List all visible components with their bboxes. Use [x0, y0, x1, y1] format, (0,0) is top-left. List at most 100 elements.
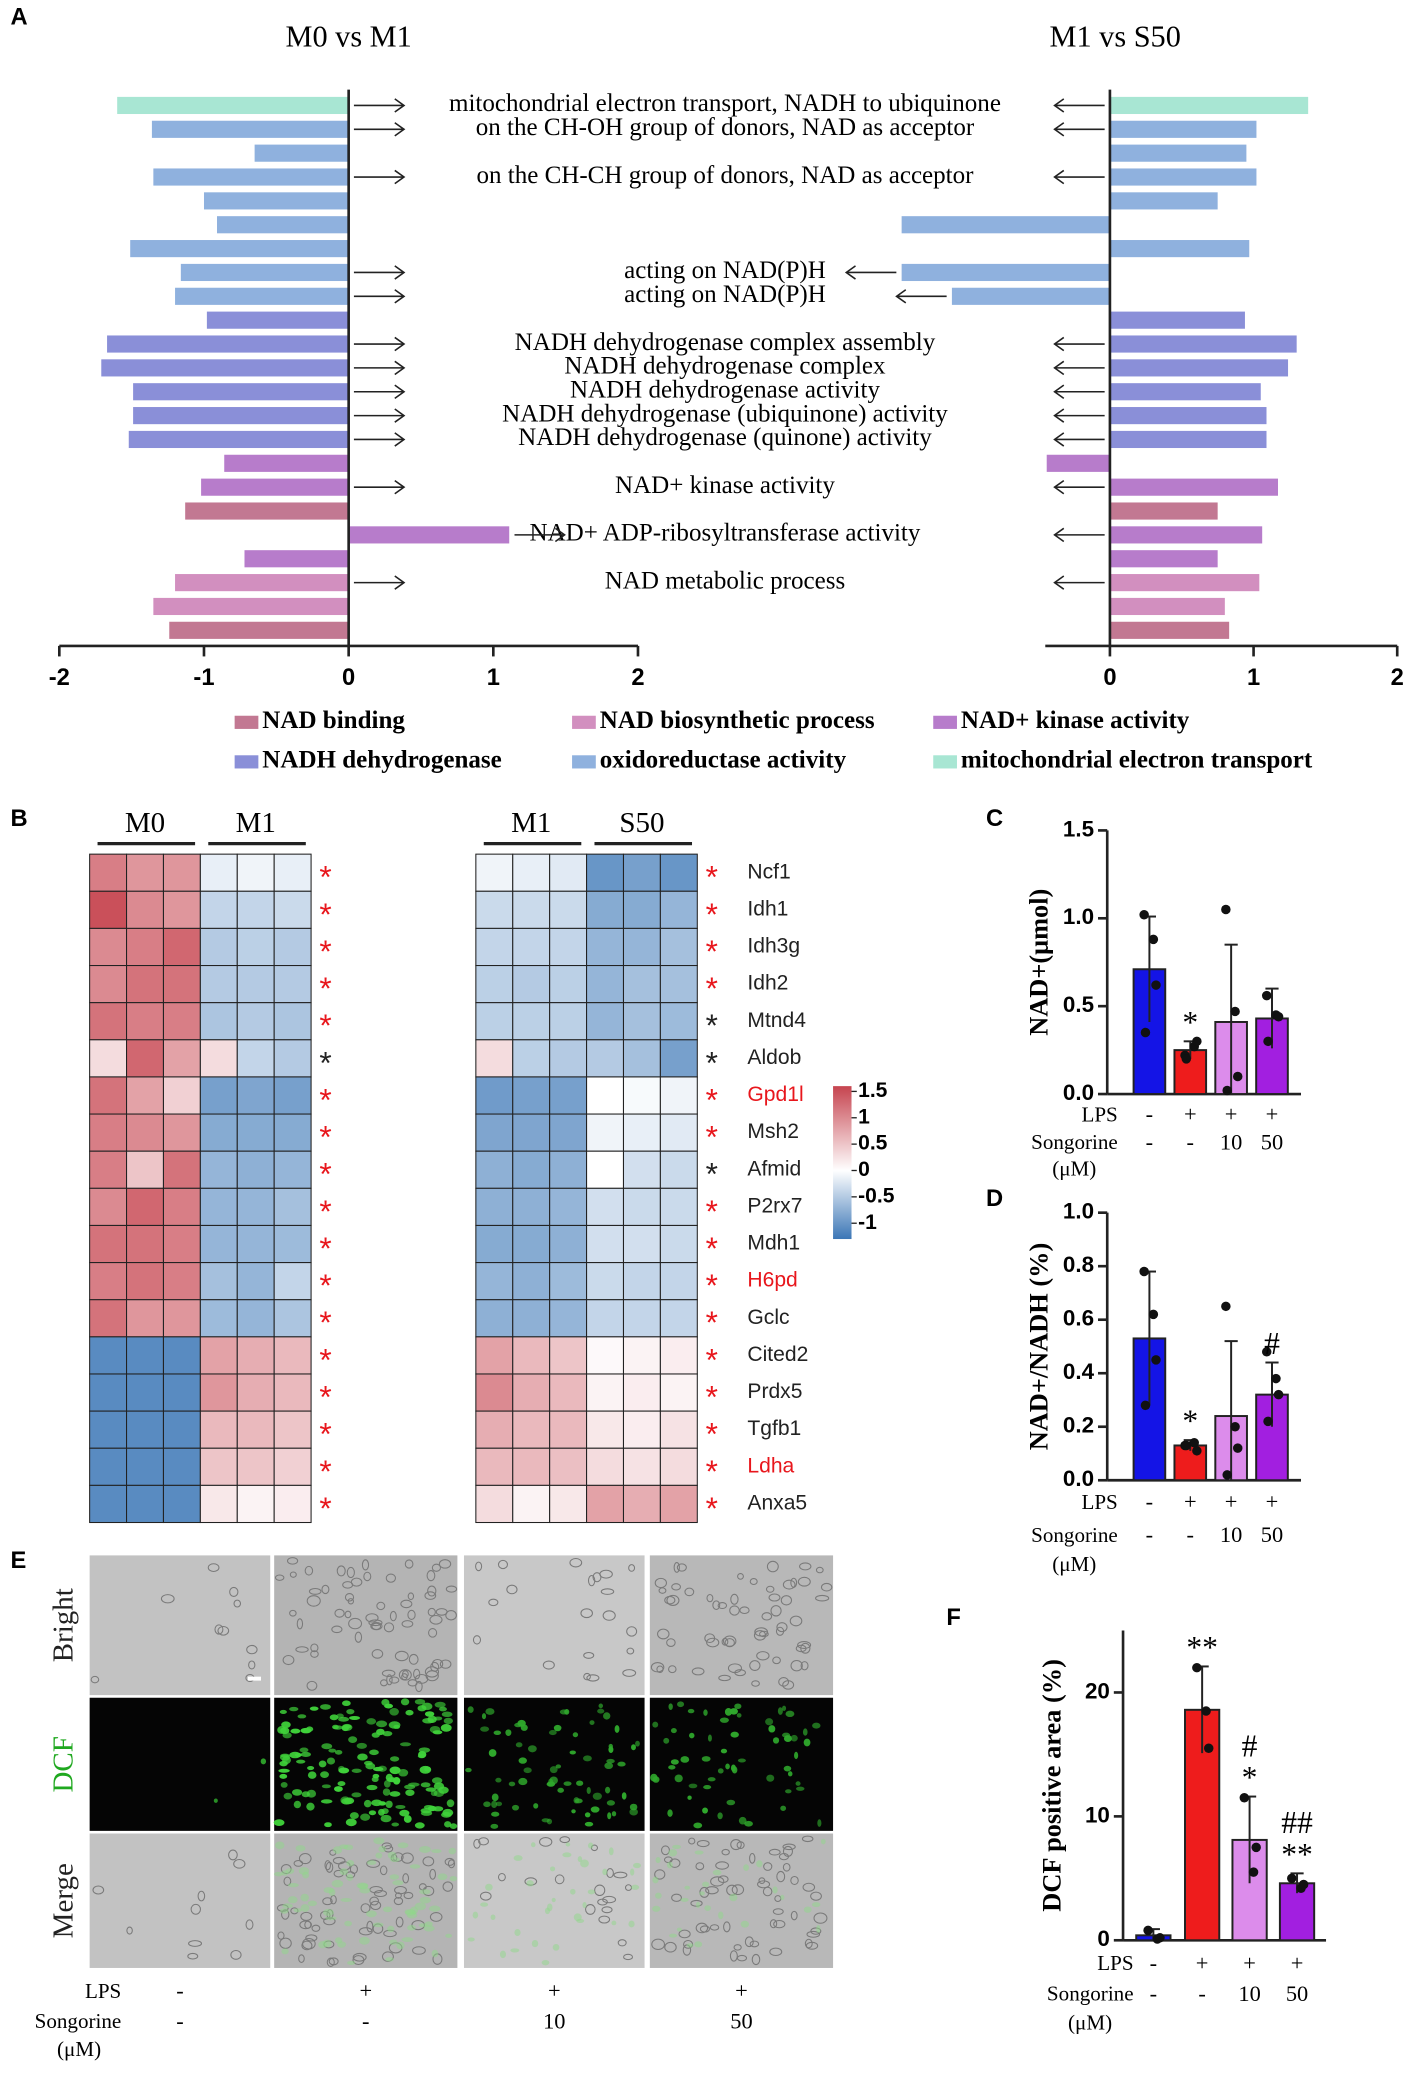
fluorescent-cell	[518, 1777, 528, 1786]
significance-mark: *	[1182, 1404, 1198, 1439]
fluorescent-cell	[768, 1725, 776, 1733]
heatmap-cell	[586, 1039, 625, 1078]
heatmap-cell	[162, 1299, 201, 1338]
micrograph	[89, 1555, 271, 1696]
fluorescent-cell	[324, 1822, 332, 1828]
cell	[820, 1582, 833, 1592]
heatmap-cell	[659, 1150, 698, 1189]
cell	[696, 1839, 710, 1848]
cell	[246, 1644, 258, 1655]
fluorescent-cell	[587, 1842, 594, 1849]
cell	[310, 1643, 319, 1653]
fluorescent-cell	[603, 1712, 611, 1720]
fluorescent-cell	[485, 1708, 495, 1715]
micrograph	[649, 1555, 834, 1696]
fluorescent-cell	[670, 1759, 679, 1765]
colorbar-label: 0	[858, 1158, 870, 1181]
fluorescent-cell	[541, 1959, 550, 1966]
heatmap-cell	[89, 1187, 128, 1226]
heatmap-cell	[586, 1410, 625, 1449]
fluorescent-cell	[574, 1798, 583, 1804]
fluorescent-cell	[414, 1902, 427, 1911]
fluorescent-cell	[514, 1929, 521, 1937]
fluorescent-cell	[695, 1901, 701, 1909]
bar	[1109, 597, 1225, 616]
fluorescent-cell	[371, 1732, 380, 1738]
x-tick-label: 2	[631, 665, 644, 691]
treatment-value: 10	[1220, 1129, 1242, 1154]
bar	[133, 383, 349, 401]
arrow-head	[1053, 360, 1065, 376]
cell	[761, 1612, 773, 1621]
treatment-label: LPS	[85, 1979, 121, 2003]
category-label: on the CH-CH group of donors, NAD as acc…	[476, 162, 974, 189]
y-tick-label: 1.0	[1063, 1199, 1094, 1224]
data-point	[1261, 990, 1272, 1001]
significance-mark: ##	[1281, 1805, 1313, 1840]
heatmap-cell	[273, 853, 312, 892]
heatmap-cell	[199, 965, 238, 1004]
fluorescent-cell	[420, 1808, 433, 1814]
fluorescent-cell	[580, 1859, 589, 1868]
cell	[429, 1614, 443, 1625]
fluorescent-cell	[702, 1881, 710, 1888]
fluorescent-cell	[517, 1719, 526, 1727]
heatmap-cell	[199, 890, 238, 929]
fluorescent-cell	[490, 1823, 499, 1829]
category-label: acting on NAD(P)H	[624, 257, 826, 284]
cell	[426, 1570, 436, 1582]
fluorescent-cell	[756, 1860, 763, 1868]
cell	[445, 1610, 457, 1621]
cell	[715, 1861, 730, 1870]
cell	[404, 1559, 414, 1569]
fluorescent-cell	[338, 1767, 350, 1774]
fluorescent-cell	[485, 1883, 493, 1891]
fluorescent-cell	[306, 1802, 315, 1811]
significance-mark: #	[1264, 1326, 1280, 1361]
cell	[664, 1941, 677, 1953]
heatmap-cell	[659, 890, 698, 929]
fluorescent-cell	[513, 1855, 523, 1861]
fluorescent-cell	[365, 1910, 377, 1918]
fluorescent-cell	[279, 1709, 287, 1714]
cell	[381, 1951, 394, 1962]
fluorescent-cell	[399, 1809, 410, 1817]
fluorescent-cell	[563, 1781, 572, 1786]
bar	[175, 574, 349, 592]
data-point	[1287, 1873, 1297, 1884]
heatmap-cell	[273, 890, 312, 929]
treatment-value: 10	[543, 2008, 565, 2033]
treatment-unit: (μM)	[1068, 2010, 1112, 2034]
fluorescent-cell	[380, 1814, 392, 1823]
x-tick-label: 1	[1247, 665, 1260, 691]
cell	[370, 1900, 382, 1911]
gene-label: Anxa5	[747, 1492, 807, 1515]
fluorescent-cell	[434, 1701, 446, 1708]
fluorescent-cell	[360, 1813, 371, 1821]
heatmap-cell	[475, 965, 514, 1004]
data-point	[1230, 1421, 1240, 1432]
cell	[442, 1881, 454, 1892]
heatmap-cell	[273, 1262, 312, 1301]
heatmap-cell	[126, 1039, 164, 1078]
cell	[408, 1653, 419, 1665]
bar	[180, 263, 349, 282]
heatmap-cell	[586, 927, 625, 967]
bar	[1109, 359, 1289, 377]
heatmap-cell	[512, 965, 551, 1004]
cell	[601, 1906, 613, 1914]
heatmap-cell	[162, 1262, 201, 1301]
heatmap-cell	[236, 1410, 275, 1449]
cell	[695, 1862, 705, 1871]
cell	[344, 1593, 355, 1602]
fluorescent-cell	[260, 1758, 267, 1765]
heatmap-cell	[512, 1484, 551, 1524]
bar	[153, 597, 349, 616]
cell	[92, 1885, 105, 1895]
fluorescent-cell	[552, 1943, 560, 1951]
fluorescent-cell	[726, 1799, 736, 1806]
fluorescent-cell	[729, 1893, 738, 1902]
fluorescent-cell	[557, 1787, 565, 1793]
bar	[224, 454, 349, 472]
heatmap-cell	[162, 1002, 201, 1041]
